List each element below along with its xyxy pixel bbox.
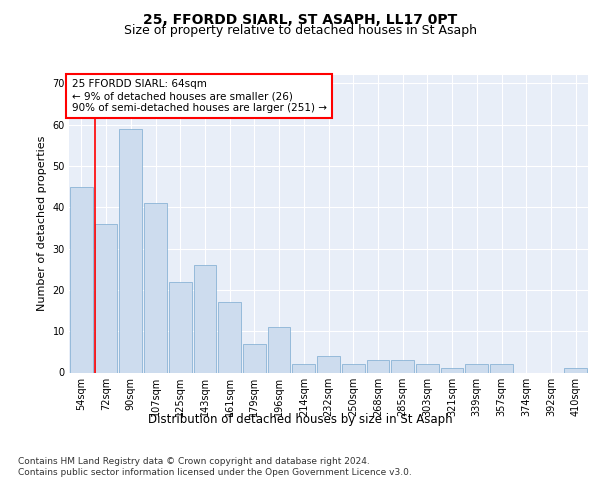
Bar <box>490 364 513 372</box>
Bar <box>391 360 414 372</box>
Bar <box>95 224 118 372</box>
Bar <box>243 344 266 372</box>
Bar <box>466 364 488 372</box>
Bar <box>70 186 93 372</box>
Text: 25 FFORDD SIARL: 64sqm
← 9% of detached houses are smaller (26)
90% of semi-deta: 25 FFORDD SIARL: 64sqm ← 9% of detached … <box>71 80 326 112</box>
Bar <box>564 368 587 372</box>
Bar <box>292 364 315 372</box>
Text: Contains HM Land Registry data © Crown copyright and database right 2024.
Contai: Contains HM Land Registry data © Crown c… <box>18 458 412 477</box>
Bar <box>218 302 241 372</box>
Bar <box>416 364 439 372</box>
Bar <box>119 128 142 372</box>
Bar <box>194 265 216 372</box>
Y-axis label: Number of detached properties: Number of detached properties <box>37 136 47 312</box>
Text: Size of property relative to detached houses in St Asaph: Size of property relative to detached ho… <box>124 24 476 37</box>
Bar <box>441 368 463 372</box>
Bar <box>169 282 191 372</box>
Bar <box>342 364 365 372</box>
Text: Distribution of detached houses by size in St Asaph: Distribution of detached houses by size … <box>148 412 452 426</box>
Bar <box>268 327 290 372</box>
Bar <box>144 203 167 372</box>
Text: 25, FFORDD SIARL, ST ASAPH, LL17 0PT: 25, FFORDD SIARL, ST ASAPH, LL17 0PT <box>143 12 457 26</box>
Bar <box>317 356 340 372</box>
Bar <box>367 360 389 372</box>
